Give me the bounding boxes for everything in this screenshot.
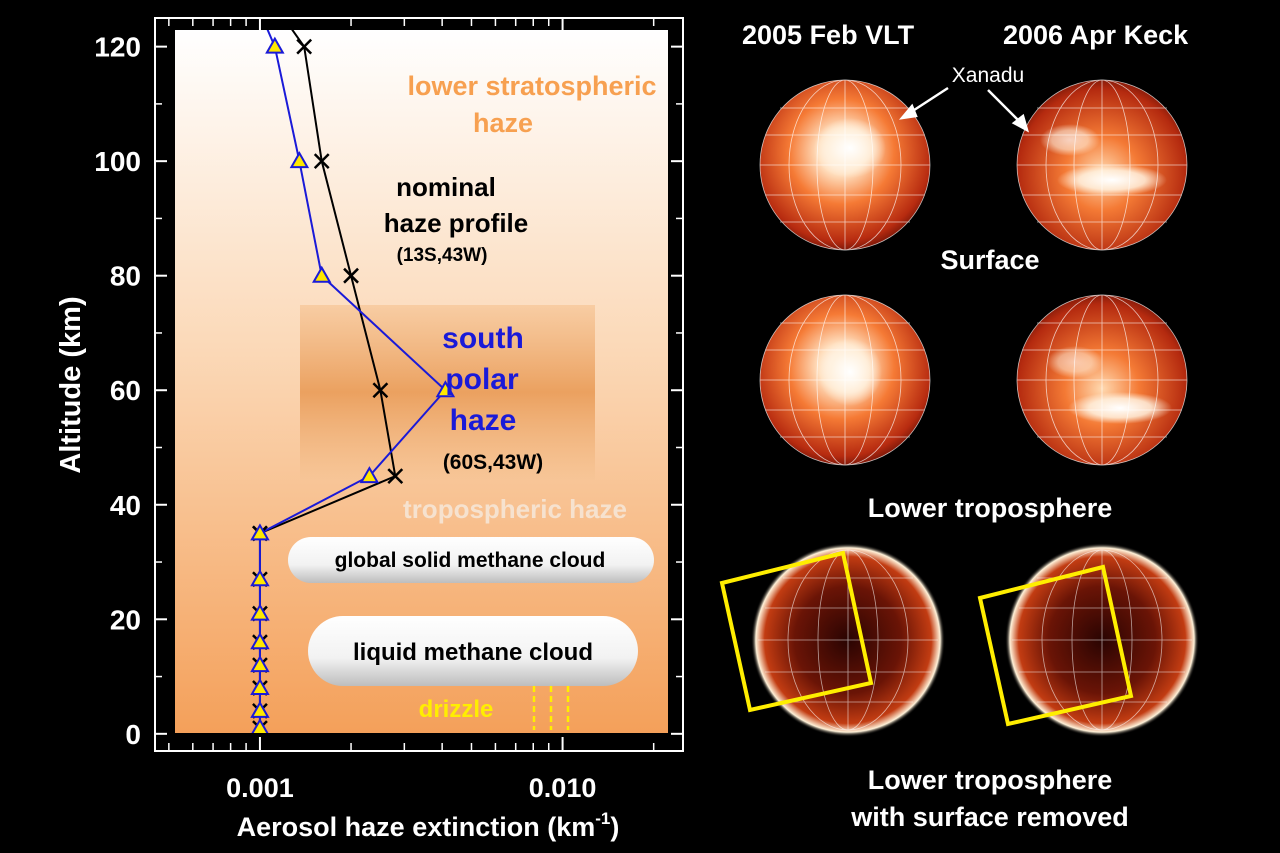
plot-frame bbox=[154, 17, 684, 752]
y-tick-label: 80 bbox=[110, 261, 141, 292]
series-markers bbox=[250, 36, 456, 733]
caption-surface-removed: with surface removed bbox=[851, 802, 1129, 832]
data-point-x bbox=[313, 153, 330, 170]
axis-tick-labels: 0 20 40 60 80 100 120 0.001 0.010 bbox=[94, 32, 596, 803]
x-axis-label-end: ) bbox=[610, 812, 619, 842]
globe-keck-surface-removed bbox=[977, 543, 1199, 737]
annotation-solid-methane-cloud: global solid methane cloud bbox=[335, 549, 606, 572]
annotation-polar-haze: haze bbox=[450, 404, 517, 437]
y-tick-label: 40 bbox=[110, 490, 141, 521]
annotation-nominal-coords: (13S,43W) bbox=[397, 245, 488, 266]
x-marker-stroke bbox=[296, 38, 313, 55]
solid-methane-cloud-shape bbox=[288, 537, 654, 583]
data-point-x bbox=[372, 382, 389, 399]
y-tick-label: 20 bbox=[110, 604, 141, 635]
highlight-box-keck bbox=[977, 564, 1134, 727]
data-point-x bbox=[343, 267, 359, 284]
data-point-triangle bbox=[250, 632, 270, 650]
data-point-triangle bbox=[250, 677, 270, 696]
liquid-methane-cloud-shape bbox=[308, 616, 638, 686]
annotation-lower-stratospheric: lower stratospheric bbox=[407, 71, 656, 101]
annotation-polar-coords: (60S,43W) bbox=[443, 451, 543, 474]
data-point-triangle bbox=[250, 655, 270, 673]
panel-title-vlt: 2005 Feb VLT bbox=[742, 20, 915, 50]
drizzle-lines bbox=[532, 686, 570, 730]
x-axis-label: Aerosol haze extinction (km-1) bbox=[237, 809, 620, 842]
titan-images: Xanadu bbox=[719, 64, 1199, 737]
globe-keck-lower-troposphere bbox=[1016, 294, 1188, 466]
data-point-triangle bbox=[251, 718, 269, 733]
highlight-box-vlt bbox=[719, 550, 874, 713]
x-tick-label: 0.010 bbox=[529, 773, 597, 803]
data-point-triangle bbox=[250, 700, 270, 718]
data-point-x bbox=[387, 468, 404, 485]
xanadu-label: Xanadu bbox=[952, 64, 1024, 87]
data-point-triangle bbox=[289, 151, 310, 169]
x-tick-label: 0.001 bbox=[226, 773, 294, 803]
y-tick-label: 100 bbox=[94, 146, 141, 177]
panel-title-keck: 2006 Apr Keck bbox=[1003, 20, 1189, 50]
data-point-triangle bbox=[265, 36, 285, 54]
xanadu-arrows bbox=[898, 86, 1030, 133]
data-point-triangle bbox=[435, 380, 456, 398]
data-point-triangle bbox=[250, 569, 270, 587]
caption-lower-troposphere-2: Lower troposphere bbox=[867, 765, 1113, 795]
data-point-triangle bbox=[359, 466, 380, 484]
data-point-triangle bbox=[311, 265, 332, 283]
caption-surface: Surface bbox=[940, 245, 1040, 275]
data-point-triangle bbox=[250, 523, 270, 541]
annotation-drizzle: drizzle bbox=[419, 696, 494, 723]
annotation-south: south bbox=[442, 322, 524, 355]
annotation-liquid-methane-cloud: liquid methane cloud bbox=[353, 639, 593, 666]
x-axis-label-superscript: -1 bbox=[595, 809, 610, 828]
annotation-polar: polar bbox=[445, 363, 519, 396]
y-axis-label: Altitude (km) bbox=[55, 296, 87, 473]
globe-vlt-lower-troposphere bbox=[759, 294, 931, 466]
x-marker-stroke bbox=[372, 382, 389, 399]
data-point-x bbox=[296, 38, 313, 55]
x-axis-label-main: Aerosol haze extinction (km bbox=[237, 812, 596, 842]
globe-keck-surface bbox=[1016, 79, 1188, 251]
annotation-tropospheric-haze: tropospheric haze bbox=[403, 494, 627, 524]
axis-ticks bbox=[155, 18, 683, 751]
data-point-triangle bbox=[250, 603, 270, 621]
x-marker-stroke bbox=[387, 468, 404, 485]
annotation-stratospheric-haze: haze bbox=[473, 108, 533, 138]
y-tick-label: 0 bbox=[125, 719, 141, 750]
globe-vlt-surface-removed bbox=[719, 543, 945, 737]
y-tick-label: 120 bbox=[94, 32, 141, 63]
annotation-nominal: nominal bbox=[396, 172, 496, 202]
y-tick-label: 60 bbox=[110, 375, 141, 406]
globe-vlt-surface bbox=[759, 79, 931, 251]
annotation-haze-profile: haze profile bbox=[384, 208, 528, 238]
x-marker-stroke bbox=[313, 153, 330, 170]
x-marker-stroke bbox=[343, 267, 359, 284]
caption-lower-troposphere: Lower troposphere bbox=[867, 493, 1113, 523]
